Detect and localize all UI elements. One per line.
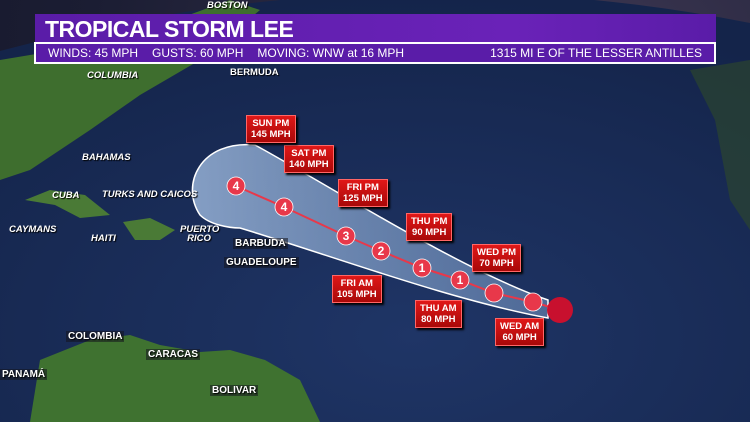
gusts-value: GUSTS: 60 MPH (152, 46, 244, 60)
place-turks: TURKS AND CAICOS (102, 189, 198, 200)
place-puerto-rico: PUERTO RICO (180, 224, 220, 244)
place-caracas: CARACAS (146, 349, 200, 360)
forecast-wind: 105 MPH (337, 289, 377, 300)
forecast-box-sun-pm: SUN PM 145 MPH (246, 115, 296, 143)
storm-center-icon (547, 297, 573, 323)
place-cuba: CUBA (52, 190, 80, 201)
forecast-time: WED AM (500, 321, 540, 332)
track-point (336, 226, 356, 246)
forecast-time: FRI PM (346, 182, 379, 193)
place-columbia: COLUMBIA (87, 70, 139, 81)
forecast-time: WED PM (477, 247, 517, 258)
track-point (484, 283, 504, 303)
forecast-wind: 60 MPH (502, 332, 537, 343)
track-category-label: 4 (281, 200, 288, 214)
forecast-time: THU PM (411, 216, 448, 227)
forecast-wind: 140 MPH (289, 159, 329, 170)
place-haiti: HAITI (91, 233, 116, 244)
track-category-label: 4 (233, 179, 240, 193)
track-point (226, 176, 246, 196)
forecast-time: THU AM (420, 303, 457, 314)
forecast-box-wed-pm: WED PM 70 MPH (472, 244, 522, 272)
forecast-box-thu-am: THU AM 80 MPH (415, 300, 462, 328)
location-value: 1315 MI E OF THE LESSER ANTILLES (490, 46, 702, 60)
winds-value: WINDS: 45 MPH (48, 46, 139, 60)
place-bolivar: BOLIVAR (210, 385, 259, 396)
track-point (412, 258, 432, 278)
cuba-land (25, 190, 110, 218)
south-america-land (30, 335, 320, 422)
forecast-track: 1 1 2 3 4 4 (226, 176, 573, 323)
europe-africa-land (690, 60, 750, 230)
track-point (523, 292, 543, 312)
place-boston: BOSTON (207, 0, 248, 11)
track-category-label: 3 (343, 229, 350, 243)
forecast-box-fri-am: FRI AM 105 MPH (332, 275, 382, 303)
track-point (450, 270, 470, 290)
storm-title: TROPICAL STORM LEE (35, 14, 716, 44)
track-point (274, 197, 294, 217)
forecast-box-sat-pm: SAT PM 140 MPH (284, 145, 334, 173)
track-category-label: 1 (419, 261, 426, 275)
moving-value: MOVING: WNW at 16 MPH (257, 46, 405, 60)
track-category-label: 2 (378, 244, 385, 258)
forecast-time: FRI AM (340, 278, 373, 289)
track-category-label: 1 (457, 273, 464, 287)
forecast-wind: 145 MPH (251, 129, 291, 140)
place-bahamas: BAHAMAS (82, 152, 131, 163)
hispaniola-land (123, 218, 175, 240)
place-colombia: COLOMBIA (66, 331, 125, 342)
forecast-wind: 80 MPH (421, 314, 456, 325)
track-point (371, 241, 391, 261)
place-caymans: CAYMANS (9, 224, 57, 235)
forecast-box-wed-am: WED AM 60 MPH (495, 318, 545, 346)
place-guadeloupe: GUADELOUPE (224, 257, 299, 268)
place-panama: PANAMÁ (0, 369, 48, 380)
forecast-wind: 90 MPH (412, 227, 447, 238)
forecast-wind: 70 MPH (479, 258, 514, 269)
forecast-time: SUN PM (252, 118, 290, 129)
forecast-wind: 125 MPH (343, 193, 383, 204)
place-bermuda: BERMUDA (230, 67, 279, 78)
forecast-time: SAT PM (291, 148, 327, 159)
info-bar: WINDS: 45 MPH GUSTS: 60 MPH MOVING: WNW … (34, 42, 716, 64)
forecast-box-thu-pm: THU PM 90 MPH (406, 213, 453, 241)
forecast-box-fri-pm: FRI PM 125 MPH (338, 179, 388, 207)
place-barbuda: BARBUDA (233, 238, 288, 249)
